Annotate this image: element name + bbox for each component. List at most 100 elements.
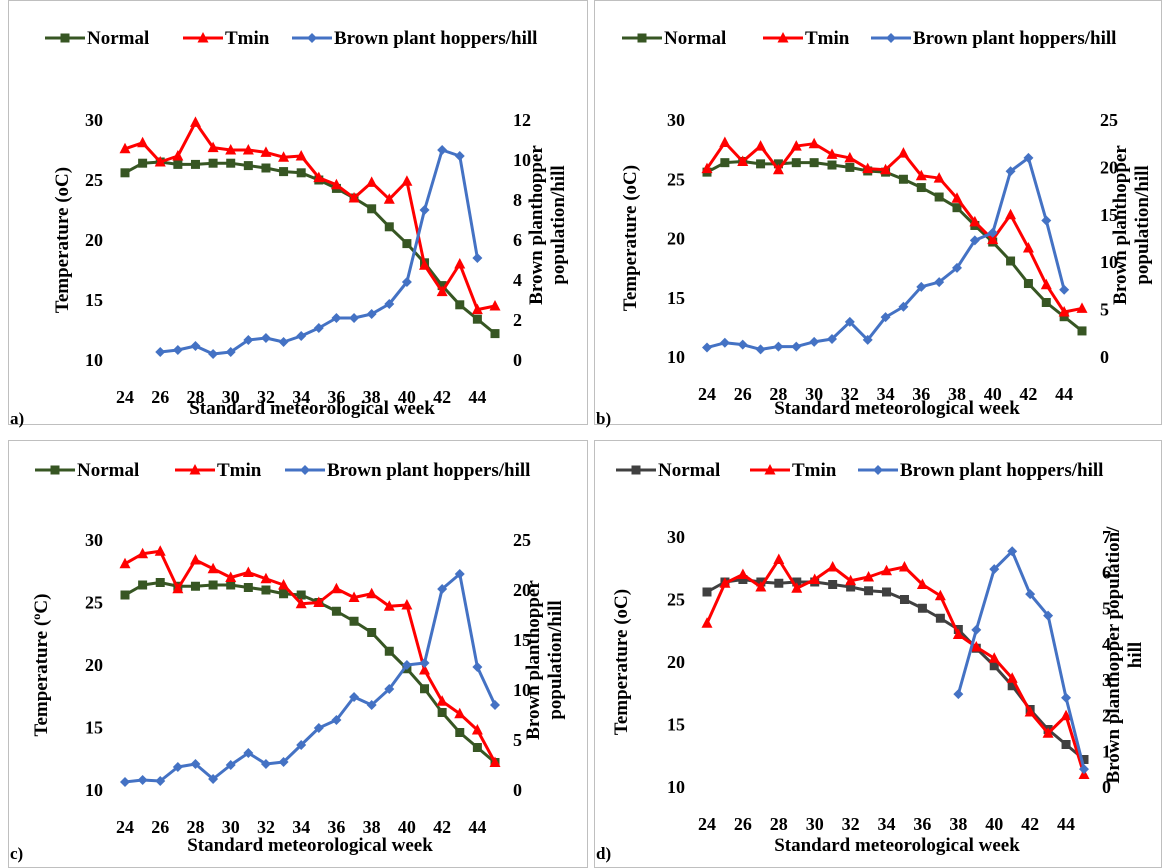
data-point-diamond bbox=[137, 775, 148, 785]
data-point-triangle bbox=[260, 146, 272, 157]
x-tick-label: 24 bbox=[116, 817, 134, 837]
data-point-diamond bbox=[472, 662, 483, 672]
data-point-diamond bbox=[366, 700, 377, 710]
data-point-triangle bbox=[278, 151, 290, 162]
legend-label: Tmin bbox=[792, 460, 837, 481]
x-tick-label: 34 bbox=[878, 814, 896, 834]
data-point-triangle bbox=[366, 176, 378, 187]
data-point-square bbox=[384, 646, 394, 656]
x-tick-label: 42 bbox=[433, 387, 451, 407]
data-point-diamond bbox=[208, 774, 219, 784]
data-point-diamond bbox=[278, 337, 289, 347]
data-point-triangle bbox=[701, 162, 713, 174]
series-line-triangle bbox=[124, 120, 496, 312]
panel-label: a) bbox=[10, 409, 24, 428]
data-point-triangle bbox=[933, 172, 945, 183]
data-point-triangle bbox=[863, 571, 875, 582]
x-tick-label: 32 bbox=[841, 384, 859, 404]
y-right-tick-label: 25 bbox=[513, 530, 531, 550]
data-point-diamond bbox=[384, 684, 395, 694]
y-right-tick-label: 12 bbox=[513, 110, 531, 130]
x-tick-label: 42 bbox=[1019, 384, 1037, 404]
data-point-triangle bbox=[880, 163, 892, 175]
x-tick-label: 44 bbox=[468, 817, 486, 837]
data-point-square bbox=[190, 581, 200, 591]
x-tick-label: 38 bbox=[363, 817, 381, 837]
y-right-axis-title: population/hill bbox=[1132, 165, 1153, 284]
data-point-triangle bbox=[260, 572, 272, 584]
legend-label: Normal bbox=[87, 28, 149, 49]
data-point-diamond bbox=[1061, 692, 1072, 703]
legend-marker-triangle bbox=[189, 464, 201, 475]
y-right-tick-label: 10 bbox=[513, 680, 531, 700]
y-left-tick-label: 30 bbox=[85, 530, 103, 550]
y-left-tick-label: 25 bbox=[85, 170, 103, 190]
data-point-diamond bbox=[862, 334, 873, 345]
legend-marker-square bbox=[60, 33, 70, 43]
data-point-square bbox=[898, 174, 908, 184]
data-point-square bbox=[827, 160, 837, 170]
data-point-diamond bbox=[225, 760, 236, 770]
x-tick-label: 40 bbox=[985, 814, 1003, 834]
data-point-square bbox=[261, 585, 271, 595]
data-point-square bbox=[1007, 681, 1017, 691]
y-left-tick-label: 10 bbox=[667, 777, 685, 797]
y-right-tick-label: 5 bbox=[513, 730, 522, 750]
y-left-axis-title: Temperature (ºC) bbox=[31, 594, 52, 737]
data-point-triangle bbox=[471, 303, 483, 315]
data-point-diamond bbox=[952, 262, 962, 273]
data-point-triangle bbox=[808, 137, 820, 149]
data-point-diamond bbox=[331, 715, 342, 725]
data-point-triangle bbox=[826, 148, 838, 159]
data-point-diamond bbox=[987, 227, 998, 238]
data-point-square bbox=[279, 167, 289, 177]
y-right-tick-label: 2 bbox=[513, 310, 522, 330]
data-point-triangle bbox=[348, 591, 360, 602]
y-left-axis-title: Temperature (oC) bbox=[611, 589, 632, 735]
y-right-tick-label: 2 bbox=[1102, 706, 1111, 726]
data-point-square bbox=[1023, 279, 1033, 289]
data-point-triangle bbox=[845, 574, 857, 586]
data-point-triangle bbox=[454, 258, 466, 269]
data-point-diamond bbox=[120, 777, 130, 787]
data-point-square bbox=[243, 583, 253, 592]
x-tick-label: 36 bbox=[913, 814, 931, 834]
x-tick-label: 32 bbox=[842, 814, 860, 834]
x-tick-label: 38 bbox=[948, 384, 966, 404]
data-point-square bbox=[367, 628, 377, 637]
data-point-diamond bbox=[1079, 764, 1089, 775]
data-point-triangle bbox=[383, 600, 395, 611]
legend-label: Tmin bbox=[805, 28, 850, 49]
data-point-square bbox=[296, 590, 306, 600]
data-point-square bbox=[472, 314, 482, 324]
data-point-diamond bbox=[702, 342, 712, 353]
data-point-triangle bbox=[969, 215, 981, 227]
data-point-triangle bbox=[951, 192, 963, 203]
y-right-tick-label: 4 bbox=[513, 270, 522, 290]
data-point-triangle bbox=[791, 582, 803, 593]
data-point-square bbox=[226, 158, 236, 168]
data-point-triangle bbox=[154, 545, 166, 556]
data-point-triangle bbox=[790, 140, 802, 151]
data-point-triangle bbox=[225, 571, 237, 582]
series-line-triangle bbox=[124, 549, 497, 764]
data-point-diamond bbox=[190, 341, 201, 351]
legend-marker-triangle bbox=[764, 464, 776, 475]
y-right-tick-label: 20 bbox=[513, 580, 531, 600]
y-left-tick-label: 15 bbox=[667, 288, 685, 308]
y-left-tick-label: 30 bbox=[85, 110, 103, 130]
series-line-triangle bbox=[705, 141, 1083, 314]
data-point-diamond bbox=[989, 564, 1000, 575]
y-right-axis-title: hill bbox=[1125, 642, 1146, 668]
y-right-tick-label: 3 bbox=[1102, 670, 1111, 690]
x-tick-label: 26 bbox=[734, 384, 752, 404]
data-point-diamond bbox=[971, 624, 982, 635]
data-point-square bbox=[792, 577, 802, 587]
data-point-triangle bbox=[137, 547, 149, 559]
data-point-diamond bbox=[773, 341, 784, 352]
x-tick-label: 26 bbox=[734, 814, 752, 834]
data-point-diamond bbox=[1043, 610, 1054, 621]
x-tick-label: 34 bbox=[292, 817, 310, 837]
data-point-diamond bbox=[916, 281, 927, 292]
data-point-triangle bbox=[1005, 208, 1017, 220]
